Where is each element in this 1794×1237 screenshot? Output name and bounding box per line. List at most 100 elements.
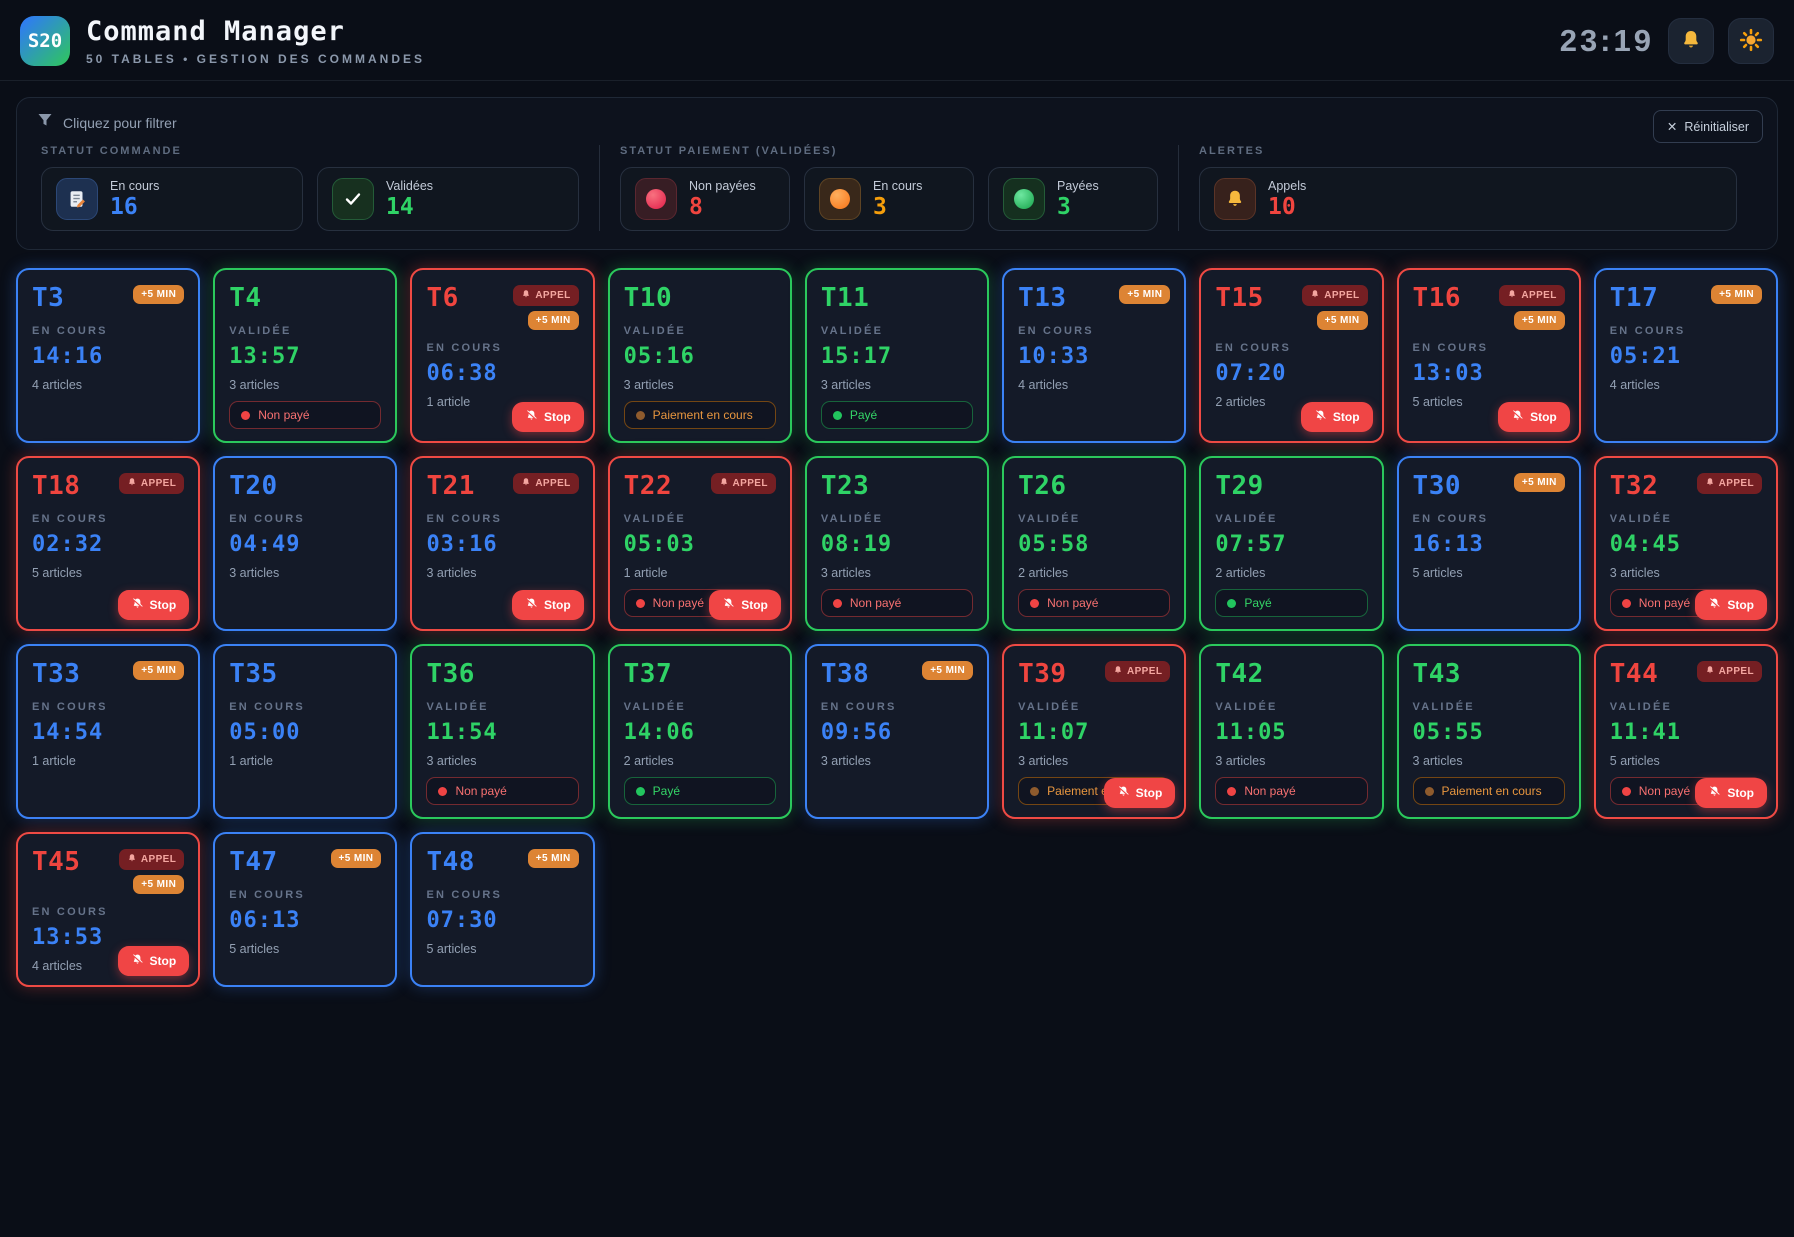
stop-call-button[interactable]: Stop bbox=[117, 946, 190, 976]
filter-stat-pay-es[interactable]: Payées 3 bbox=[988, 167, 1158, 231]
table-card-t22[interactable]: T22 APPEL VALIDÉE 05:03 1 article Non pa… bbox=[607, 456, 792, 631]
table-card-t3[interactable]: T3 +5 MIN EN COURS 14:16 4 articles bbox=[16, 268, 201, 443]
bell-slash-icon bbox=[131, 953, 144, 969]
bell-slash-icon bbox=[1511, 409, 1524, 425]
stop-call-button[interactable]: Stop bbox=[1300, 402, 1373, 432]
table-card-t33[interactable]: T33 +5 MIN EN COURS 14:54 1 article bbox=[16, 644, 201, 819]
articles-count: 2 articles bbox=[1018, 566, 1069, 580]
table-number: T35 bbox=[229, 659, 278, 689]
order-status: VALIDÉE bbox=[623, 701, 686, 713]
stop-call-button[interactable]: Stop bbox=[709, 590, 781, 620]
articles-count: 3 articles bbox=[623, 378, 674, 392]
table-card-t11[interactable]: T11 VALIDÉE 15:17 3 articles Payé bbox=[804, 268, 990, 443]
table-card-t29[interactable]: T29 VALIDÉE 07:57 2 articles Payé bbox=[1199, 456, 1384, 631]
table-number: T15 bbox=[1215, 283, 1264, 313]
table-card-t15[interactable]: T15 APPEL +5 MIN EN COURS 07:20 2 articl… bbox=[1199, 268, 1384, 443]
articles-count: 3 articles bbox=[820, 378, 871, 392]
table-card-t37[interactable]: T37 VALIDÉE 14:06 2 articles Payé bbox=[607, 644, 792, 819]
filter-section: STATUT COMMANDE En cours 16 Validées 14 bbox=[37, 145, 599, 231]
payment-dot-icon bbox=[1227, 786, 1237, 796]
table-card-t21[interactable]: T21 APPEL EN COURS 03:16 3 articles Stop bbox=[410, 456, 595, 631]
filter-stat-label: Validées bbox=[386, 178, 434, 193]
order-status: EN COURS bbox=[426, 889, 503, 901]
order-status: EN COURS bbox=[426, 342, 503, 354]
appel-badge: APPEL bbox=[710, 473, 776, 494]
order-status: VALIDÉE bbox=[1215, 701, 1278, 713]
bell-icon bbox=[719, 477, 729, 490]
stop-call-button[interactable]: Stop bbox=[511, 590, 584, 620]
table-card-t47[interactable]: T47 +5 MIN EN COURS 06:13 5 articles bbox=[213, 832, 398, 987]
stop-call-button[interactable]: Stop bbox=[1103, 778, 1176, 808]
timer: 13:03 bbox=[1412, 361, 1484, 386]
table-card-t17[interactable]: T17 +5 MIN EN COURS 05:21 4 articles bbox=[1593, 268, 1778, 443]
badges: APPEL +5 MIN bbox=[513, 285, 579, 330]
payment-status-pill: Payé bbox=[623, 777, 776, 805]
appel-badge: APPEL bbox=[513, 473, 579, 494]
timer: 10:33 bbox=[1018, 344, 1090, 369]
bell-icon bbox=[521, 289, 531, 302]
reset-filters-button[interactable]: ✕ Réinitialiser bbox=[1652, 110, 1763, 143]
table-card-t6[interactable]: T6 APPEL +5 MIN EN COURS 06:38 1 article… bbox=[410, 268, 595, 443]
notifications-button[interactable] bbox=[1668, 18, 1714, 64]
articles-count: 5 articles bbox=[426, 942, 477, 956]
table-card-t4[interactable]: T4 VALIDÉE 13:57 3 articles Non payé bbox=[213, 268, 398, 443]
timer: 04:45 bbox=[1609, 532, 1681, 557]
filter-section-title: STATUT COMMANDE bbox=[41, 145, 182, 157]
table-number: T38 bbox=[820, 659, 870, 689]
table-card-t35[interactable]: T35 EN COURS 05:00 1 article bbox=[213, 644, 398, 819]
filter-stat-non-pay-es[interactable]: Non payées 8 bbox=[620, 167, 790, 231]
table-card-t18[interactable]: T18 APPEL EN COURS 02:32 5 articles Stop bbox=[16, 456, 201, 631]
table-card-t39[interactable]: T39 APPEL VALIDÉE 11:07 3 articles Paiem… bbox=[1002, 644, 1187, 819]
bell-slash-icon bbox=[525, 597, 538, 613]
table-card-t43[interactable]: T43 VALIDÉE 05:55 3 articles Paiement en… bbox=[1396, 644, 1581, 819]
table-card-t44[interactable]: T44 APPEL VALIDÉE 11:41 5 articles Non p… bbox=[1593, 644, 1778, 819]
stop-call-button[interactable]: Stop bbox=[117, 590, 190, 620]
bell-slash-icon bbox=[525, 409, 538, 425]
filter-stat-en-cours[interactable]: En cours 3 bbox=[804, 167, 974, 231]
filter-section-title: ALERTES bbox=[1199, 145, 1265, 157]
table-card-t38[interactable]: T38 +5 MIN EN COURS 09:56 3 articles bbox=[804, 644, 990, 819]
table-card-t30[interactable]: T30 +5 MIN EN COURS 16:13 5 articles bbox=[1396, 456, 1581, 631]
filter-section-items: Non payées 8 En cours 3 Payées 3 bbox=[620, 167, 1158, 231]
order-status: EN COURS bbox=[1412, 342, 1489, 354]
order-status: EN COURS bbox=[229, 513, 305, 525]
filter-stat-valid-es[interactable]: Validées 14 bbox=[317, 167, 579, 231]
filter-stat-count: 8 bbox=[689, 193, 703, 220]
stop-call-button[interactable]: Stop bbox=[1695, 778, 1767, 808]
table-card-t10[interactable]: T10 VALIDÉE 05:16 3 articles Paiement en… bbox=[607, 268, 792, 443]
badges: +5 MIN bbox=[527, 849, 579, 868]
table-number: T43 bbox=[1412, 659, 1462, 689]
table-card-t42[interactable]: T42 VALIDÉE 11:05 3 articles Non payé bbox=[1199, 644, 1384, 819]
table-number: T47 bbox=[229, 847, 278, 877]
order-status: EN COURS bbox=[1215, 342, 1291, 354]
theme-toggle-button[interactable] bbox=[1728, 18, 1774, 64]
order-status: EN COURS bbox=[32, 513, 108, 525]
table-card-t26[interactable]: T26 VALIDÉE 05:58 2 articles Non payé bbox=[1002, 456, 1187, 631]
table-card-t16[interactable]: T16 APPEL +5 MIN EN COURS 13:03 5 articl… bbox=[1396, 268, 1581, 443]
stop-call-button[interactable]: Stop bbox=[1695, 590, 1767, 620]
filter-stat-appels[interactable]: Appels 10 bbox=[1199, 167, 1737, 231]
order-status: VALIDÉE bbox=[1018, 513, 1081, 525]
filter-sections: STATUT COMMANDE En cours 16 Validées 14 … bbox=[37, 145, 1757, 231]
table-card-t48[interactable]: T48 +5 MIN EN COURS 07:30 5 articles bbox=[410, 832, 595, 987]
table-card-t36[interactable]: T36 VALIDÉE 11:54 3 articles Non payé bbox=[410, 644, 595, 819]
payment-dot-icon bbox=[1424, 786, 1434, 796]
table-card-t23[interactable]: T23 VALIDÉE 08:19 3 articles Non payé bbox=[804, 456, 990, 631]
payment-status-pill: Non payé bbox=[229, 401, 382, 429]
filter-stat-en-cours[interactable]: En cours 16 bbox=[41, 167, 303, 231]
table-number: T23 bbox=[820, 471, 870, 501]
table-card-t13[interactable]: T13 +5 MIN EN COURS 10:33 4 articles bbox=[1002, 268, 1187, 443]
bell-slash-icon bbox=[1117, 785, 1130, 801]
articles-count: 5 articles bbox=[32, 566, 83, 580]
payment-status-pill: Non payé bbox=[1215, 777, 1368, 805]
header-titles: Command Manager 50 TABLES • GESTION DES … bbox=[86, 16, 1544, 66]
stop-call-button[interactable]: Stop bbox=[1498, 402, 1570, 432]
table-card-t20[interactable]: T20 EN COURS 04:49 3 articles bbox=[213, 456, 398, 631]
table-card-t45[interactable]: T45 APPEL +5 MIN EN COURS 13:53 4 articl… bbox=[16, 832, 201, 987]
table-number: T33 bbox=[32, 659, 81, 689]
table-card-t32[interactable]: T32 APPEL VALIDÉE 04:45 3 articles Non p… bbox=[1593, 456, 1778, 631]
stop-call-button[interactable]: Stop bbox=[511, 402, 584, 432]
table-number: T3 bbox=[32, 283, 65, 313]
badges: APPEL bbox=[1104, 661, 1171, 682]
order-status: EN COURS bbox=[229, 889, 305, 901]
